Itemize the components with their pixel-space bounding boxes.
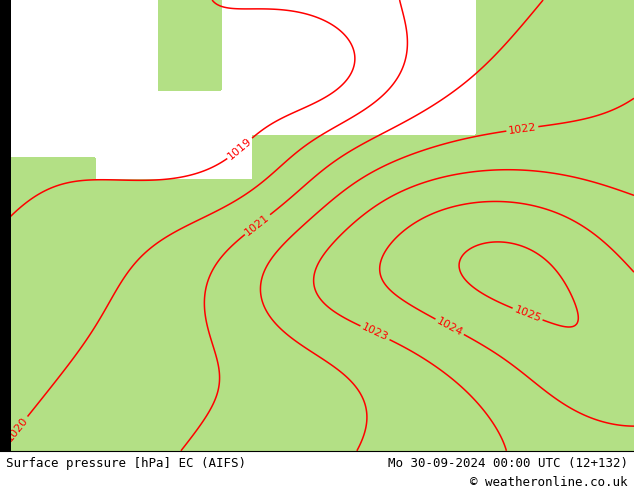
Text: 1025: 1025: [513, 304, 543, 324]
Text: © weatheronline.co.uk: © weatheronline.co.uk: [470, 476, 628, 489]
Text: 1023: 1023: [360, 322, 390, 343]
Text: Mo 30-09-2024 00:00 UTC (12+132): Mo 30-09-2024 00:00 UTC (12+132): [387, 457, 628, 469]
Text: 1019: 1019: [226, 136, 254, 162]
Text: 1024: 1024: [435, 316, 465, 338]
Text: 1020: 1020: [5, 415, 30, 443]
Text: Surface pressure [hPa] EC (AIFS): Surface pressure [hPa] EC (AIFS): [6, 457, 247, 469]
Text: 1022: 1022: [508, 122, 537, 136]
Text: 1021: 1021: [243, 212, 271, 237]
Bar: [0, 0, 11, 451]
